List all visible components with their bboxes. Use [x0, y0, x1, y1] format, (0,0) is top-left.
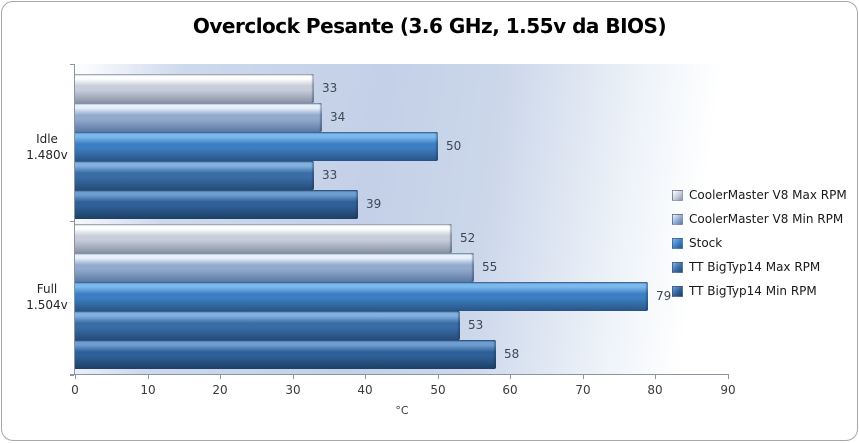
- bar-stock-idle: [75, 132, 438, 161]
- bar-value-label: 53: [468, 318, 484, 332]
- x-axis-title: °C: [395, 404, 409, 417]
- bar-value-label: 39: [366, 197, 382, 211]
- legend-item-coolermaster-v8-max-rpm: CoolerMaster V8 Max RPM: [672, 187, 847, 203]
- x-tick-label: 80: [647, 383, 663, 397]
- x-tick-mark: [655, 375, 656, 379]
- bar-coolermaster-v8-max-rpm-idle: [75, 74, 314, 103]
- bar-tt-bigtyp14-min-rpm-full: [75, 340, 496, 369]
- bar-value-label: 55: [482, 260, 498, 274]
- x-tick-mark: [148, 375, 149, 379]
- bar-value-label: 50: [446, 139, 462, 153]
- y-axis-line: [74, 64, 75, 375]
- bar-stock-full: [75, 282, 648, 311]
- legend-label: CoolerMaster V8 Max RPM: [689, 188, 847, 202]
- x-axis-line: [70, 374, 729, 375]
- y-tick-mark: [70, 375, 74, 376]
- x-tick-label: 90: [720, 383, 736, 397]
- legend-swatch-icon: [672, 213, 683, 225]
- x-tick-label: 50: [430, 383, 446, 397]
- bar-value-label: 33: [322, 168, 338, 182]
- x-tick-label: 40: [357, 383, 373, 397]
- x-tick-label: 70: [575, 383, 591, 397]
- legend-label: TT BigTyp14 Max RPM: [689, 260, 821, 274]
- bar-value-label: 79: [656, 289, 672, 303]
- x-tick-label: 20: [212, 383, 228, 397]
- x-tick-label: 30: [285, 383, 301, 397]
- x-tick-mark: [510, 375, 511, 379]
- plot-area: 33 34 50 33 39 52 55 79 53 58: [75, 64, 728, 374]
- bar-tt-bigtyp14-max-rpm-idle: [75, 161, 314, 190]
- legend-swatch-icon: [672, 285, 683, 297]
- bar-tt-bigtyp14-min-rpm-idle: [75, 190, 358, 219]
- x-tick-mark: [438, 375, 439, 379]
- legend-label: TT BigTyp14 Min RPM: [689, 284, 817, 298]
- x-tick-mark: [583, 375, 584, 379]
- legend-label: Stock: [689, 236, 723, 250]
- legend-item-tt-bigtyp14-max-rpm: TT BigTyp14 Max RPM: [672, 259, 847, 275]
- x-tick-label: 0: [71, 383, 79, 397]
- bar-value-label: 33: [322, 81, 338, 95]
- x-tick-mark: [75, 375, 76, 379]
- x-tick-mark: [220, 375, 221, 379]
- legend-swatch-icon: [672, 237, 683, 249]
- bar-value-label: 34: [330, 110, 346, 124]
- y-tick-mark: [70, 221, 74, 222]
- x-tick-mark: [728, 375, 729, 379]
- legend-item-stock: Stock: [672, 235, 847, 251]
- category-label-idle: Idle 1.480v: [26, 131, 68, 162]
- bar-value-label: 58: [504, 347, 520, 361]
- bar-coolermaster-v8-min-rpm-full: [75, 253, 474, 282]
- x-tick-mark: [365, 375, 366, 379]
- bar-coolermaster-v8-max-rpm-full: [75, 224, 452, 253]
- bar-coolermaster-v8-min-rpm-idle: [75, 103, 322, 132]
- category-label-full: Full 1.504v: [26, 281, 68, 312]
- chart-title: Overclock Pesante (3.6 GHz, 1.55v da BIO…: [192, 14, 667, 38]
- legend-label: CoolerMaster V8 Min RPM: [689, 212, 844, 226]
- bar-value-label: 52: [460, 231, 476, 245]
- x-tick-label: 60: [502, 383, 518, 397]
- legend-swatch-icon: [672, 189, 683, 201]
- bar-tt-bigtyp14-max-rpm-full: [75, 311, 460, 340]
- y-tick-mark: [70, 64, 74, 65]
- x-tick-label: 10: [140, 383, 156, 397]
- legend-swatch-icon: [672, 261, 683, 273]
- legend-item-tt-bigtyp14-min-rpm: TT BigTyp14 Min RPM: [672, 283, 847, 299]
- legend-item-coolermaster-v8-min-rpm: CoolerMaster V8 Min RPM: [672, 211, 847, 227]
- legend: CoolerMaster V8 Max RPM CoolerMaster V8 M…: [672, 187, 847, 307]
- x-tick-mark: [293, 375, 294, 379]
